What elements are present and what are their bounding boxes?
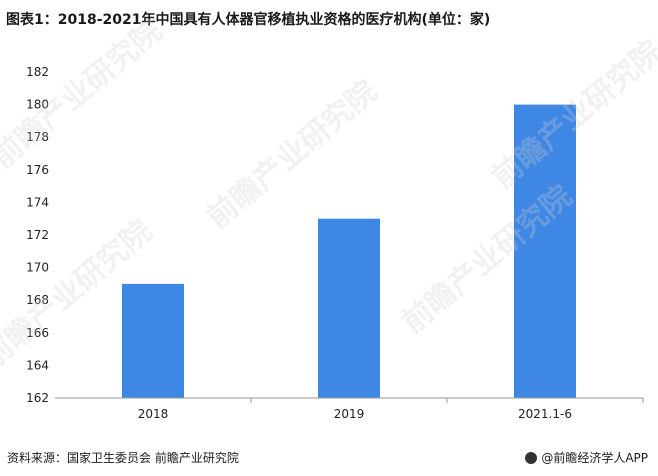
y-tick-label: 180 bbox=[26, 98, 49, 112]
y-tick-label: 174 bbox=[26, 195, 49, 209]
y-tick-label: 170 bbox=[26, 261, 49, 275]
brand-logo-icon bbox=[525, 451, 538, 464]
y-tick-label: 172 bbox=[26, 228, 49, 242]
bars bbox=[122, 104, 576, 398]
x-tick-label: 2019 bbox=[334, 407, 365, 421]
y-tick-label: 162 bbox=[26, 391, 49, 405]
bar-2021.1-6 bbox=[514, 104, 576, 398]
brand-label: @前瞻经济学人APP bbox=[525, 449, 648, 466]
y-tick-label: 166 bbox=[26, 326, 49, 340]
bar-2018 bbox=[122, 283, 184, 398]
y-tick-label: 168 bbox=[26, 293, 49, 307]
x-tick-label: 2018 bbox=[138, 407, 169, 421]
y-tick-label: 176 bbox=[26, 163, 49, 177]
source-note: 资料来源：国家卫生委员会 前瞻产业研究院 bbox=[7, 451, 239, 465]
y-axis-ticks: 162 164 166 168 170 172 174 176 178 180 182 bbox=[26, 65, 49, 405]
y-tick-label: 182 bbox=[26, 65, 49, 79]
x-tick-label: 2021.1-6 bbox=[518, 407, 572, 421]
bar-2019 bbox=[318, 218, 380, 398]
chart-title: 图表1：2018-2021年中国具有人体器官移植执业资格的医疗机构(单位：家) bbox=[6, 12, 491, 28]
y-tick-label: 178 bbox=[26, 130, 49, 144]
y-tick-label: 164 bbox=[26, 358, 49, 372]
x-axis-ticks: 2018 2019 2021.1-6 bbox=[138, 398, 644, 421]
brand-text: @前瞻经济学人APP bbox=[541, 451, 648, 465]
